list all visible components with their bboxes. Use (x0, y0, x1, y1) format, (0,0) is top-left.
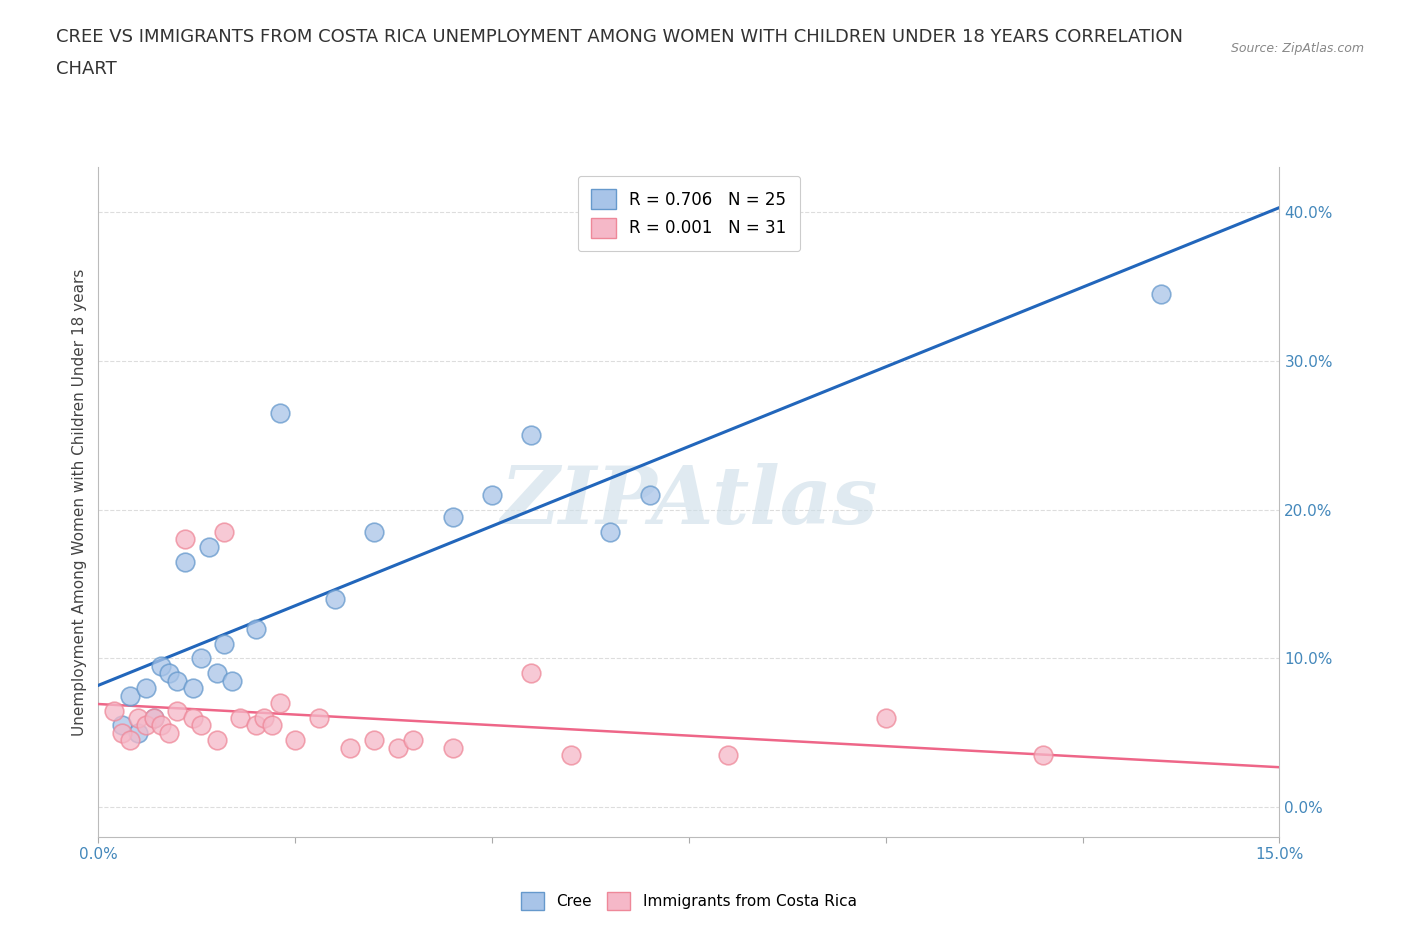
Point (214, 525, 236, 539)
Point (1032, 748, 1054, 763)
Text: CREE VS IMMIGRANTS FROM COSTA RICA UNEMPLOYMENT AMONG WOMEN WITH CHILDREN UNDER : CREE VS IMMIGRANTS FROM COSTA RICA UNEMP… (56, 28, 1184, 46)
Point (441, 740, 464, 755)
Point (363, 733, 385, 748)
Point (284, 733, 307, 748)
Point (245, 718, 267, 733)
Point (387, 740, 409, 755)
Point (166, 703, 188, 718)
Y-axis label: Unemployment Among Women with Children Under 18 years: Unemployment Among Women with Children U… (72, 269, 87, 736)
Text: ZIPAtlas: ZIPAtlas (501, 463, 877, 541)
Point (599, 525, 621, 539)
Point (205, 733, 228, 748)
Point (638, 487, 661, 502)
Point (103, 703, 125, 718)
Point (150, 718, 173, 733)
Point (363, 525, 385, 539)
Point (323, 591, 346, 606)
Point (111, 725, 134, 740)
Point (520, 428, 543, 443)
Point (190, 651, 212, 666)
Point (260, 718, 283, 733)
Point (127, 725, 149, 740)
Point (118, 733, 141, 748)
Point (181, 711, 204, 725)
Point (150, 658, 173, 673)
Point (205, 666, 228, 681)
Point (229, 711, 252, 725)
Point (481, 487, 503, 502)
Point (402, 733, 425, 748)
Point (157, 666, 180, 681)
Text: CHART: CHART (56, 60, 117, 78)
Point (1150, 286, 1173, 301)
Legend: Cree, Immigrants from Costa Rica: Cree, Immigrants from Costa Rica (515, 885, 863, 916)
Point (214, 636, 236, 651)
Point (190, 718, 212, 733)
Text: Source: ZipAtlas.com: Source: ZipAtlas.com (1230, 42, 1364, 55)
Point (111, 718, 134, 733)
Point (142, 711, 165, 725)
Point (339, 740, 361, 755)
Point (269, 696, 291, 711)
Point (142, 711, 165, 725)
Point (875, 711, 897, 725)
Point (135, 681, 157, 696)
Point (245, 621, 267, 636)
Point (253, 711, 276, 725)
Point (560, 748, 582, 763)
Point (157, 725, 180, 740)
Point (520, 666, 543, 681)
Point (181, 681, 204, 696)
Point (221, 673, 243, 688)
Point (269, 405, 291, 420)
Point (166, 673, 188, 688)
Point (118, 688, 141, 703)
Point (135, 718, 157, 733)
Point (197, 539, 219, 554)
Point (174, 532, 197, 547)
Point (441, 510, 464, 525)
Point (308, 711, 330, 725)
Point (127, 711, 149, 725)
Point (174, 554, 197, 569)
Point (717, 748, 740, 763)
